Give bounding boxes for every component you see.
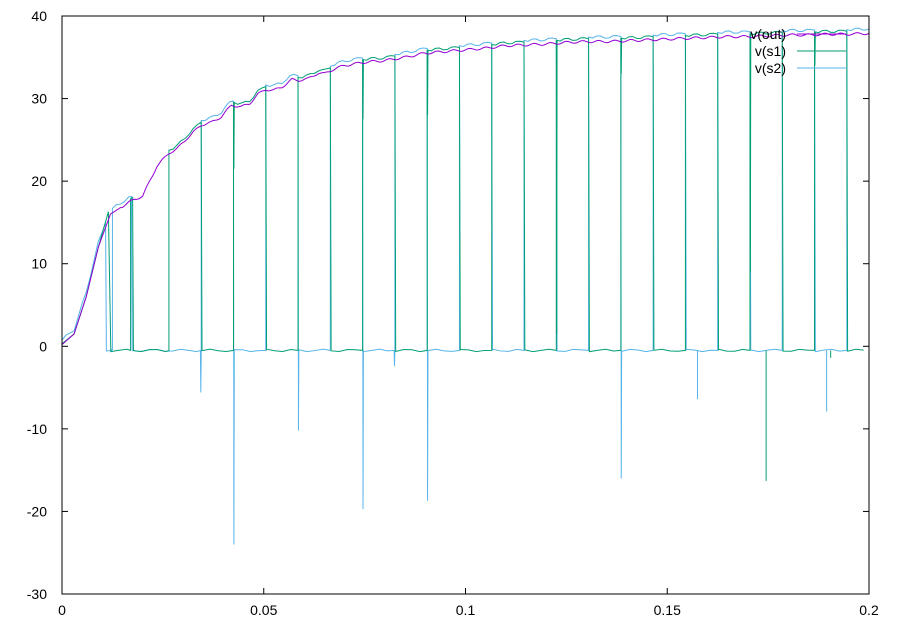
x-tick-label: 0.1: [456, 602, 476, 618]
legend-label: v(s2): [755, 60, 786, 76]
y-tick-label: -20: [27, 503, 47, 519]
x-tick-label: 0.2: [859, 602, 879, 618]
y-tick-label: 20: [31, 173, 47, 189]
y-tick-label: 40: [31, 8, 47, 24]
series-line-v-out: [62, 32, 869, 346]
y-tick-label: 30: [31, 91, 47, 107]
legend-label: v(s1): [755, 43, 786, 59]
series-line-v-s2: [62, 27, 869, 545]
series-line-v-s1: [62, 29, 864, 353]
x-tick-label: 0.15: [654, 602, 681, 618]
y-tick-label: -10: [27, 421, 47, 437]
legend-label: v(out): [750, 26, 786, 42]
x-tick-label: 0: [58, 602, 66, 618]
plot-frame: [61, 15, 870, 595]
series-layer: [62, 27, 869, 545]
y-tick-label: 0: [39, 338, 47, 354]
y-tick-label: 10: [31, 256, 47, 272]
legend: v(out)v(s1)v(s2): [750, 26, 846, 76]
ticks-layer: 0 0.05 0.1 0.15 0.2 -30 -20 -10 0 10 20 30 40: [27, 8, 879, 618]
x-tick-label: 0.05: [250, 602, 277, 618]
y-tick-label: -30: [27, 586, 47, 602]
